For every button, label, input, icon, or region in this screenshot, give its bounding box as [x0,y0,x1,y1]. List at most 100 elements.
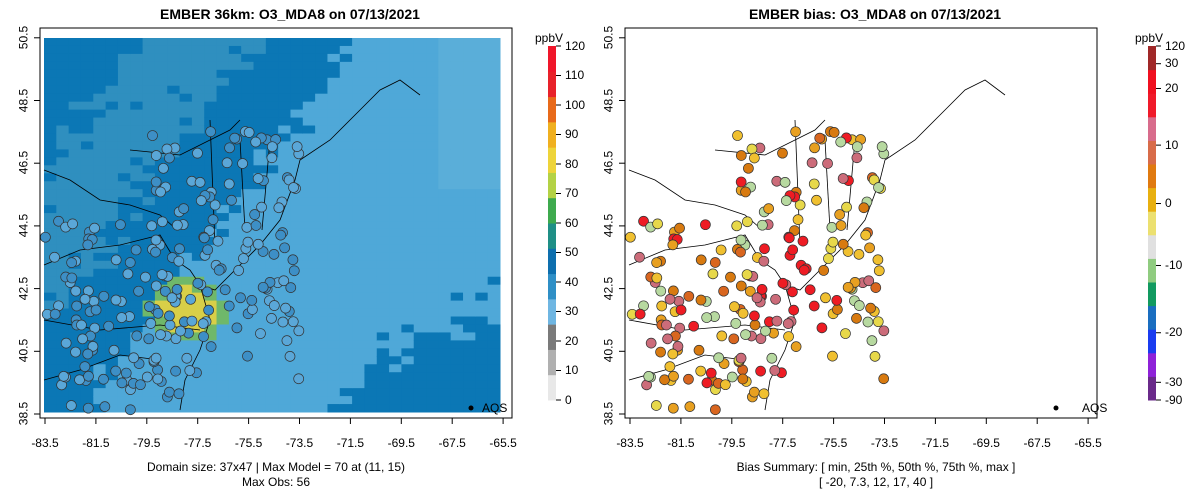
model-grid-cell [191,340,205,349]
station-marker [783,331,794,342]
model-grid-cell [278,221,291,230]
model-grid-cell [167,404,181,413]
model-grid-cell [204,372,218,381]
model-grid-cell [93,228,107,238]
station-marker [818,265,830,276]
model-grid-cell [290,221,304,230]
model-grid-cell [253,388,267,397]
model-grid-cell [105,53,119,63]
model-grid-cell [167,101,181,111]
y-tick-label: 44.5 [16,213,31,238]
model-grid-cell [450,356,464,365]
model-grid-cell [278,292,291,302]
model-grid-cell [216,45,230,55]
colorbar-segment [548,374,556,401]
model-grid-cell [56,85,70,95]
model-grid-cell [117,53,131,63]
model-grid-cell [364,117,378,127]
station-marker [842,281,854,293]
colorbar-segment [1148,282,1156,307]
model-grid-cell [265,332,279,341]
x-tick-label: -75.5 [819,436,848,450]
model-grid-cell [401,53,415,63]
model-grid-cell [413,77,427,87]
model-grid-cell [265,197,279,206]
model-grid-cell [376,236,390,246]
model-grid-cell [93,276,107,286]
model-grid-cell [130,69,144,79]
model-grid-cell [68,141,82,150]
model-grid-cell [278,268,291,278]
station-marker [735,352,747,364]
model-grid-cell [352,404,365,413]
model-grid-cell [228,173,242,182]
station-marker [128,352,140,364]
model-grid-cell [117,252,131,262]
model-grid-cell [105,157,119,166]
station-marker [827,236,839,248]
model-grid-cell [253,380,267,389]
model-grid-cell [105,332,119,341]
model-grid-cell [450,165,464,174]
model-grid-cell [487,308,501,318]
model-grid-cell [450,45,464,55]
model-grid-cell [117,213,131,222]
model-grid-cell [487,332,501,341]
model-grid-cell [191,300,205,310]
model-grid-cell [389,141,402,150]
model-grid-cell [167,149,181,158]
model-grid-cell [216,372,230,381]
model-grid-cell [463,372,476,381]
model-grid-cell [117,181,131,190]
model-grid-cell [389,149,402,158]
model-grid-cell [191,133,205,142]
model-grid-cell [130,77,144,87]
model-grid-cell [80,93,94,103]
model-grid-cell [68,396,82,405]
model-grid-cell [401,69,415,79]
model-grid-cell [364,340,378,349]
station-marker [205,341,217,352]
model-grid-cell [290,276,304,286]
model-grid-cell [216,173,230,182]
model-grid-cell [44,300,57,310]
model-grid-cell [154,348,168,357]
station-marker [797,235,809,247]
model-panel: EMBER 36km: O3_MDA8 on 07/13/2021 ppbV 0… [16,6,586,489]
model-grid-cell [475,332,489,341]
model-grid-cell [475,364,489,373]
model-grid-cell [315,252,328,262]
station-marker [268,300,280,311]
model-grid-cell [130,189,144,198]
colorbar-label: 10 [565,363,579,377]
model-grid-cell [216,61,230,71]
model-grid-cell [142,284,156,294]
station-marker [709,257,721,268]
model-grid-cell [56,197,70,206]
model-grid-cell [463,213,476,222]
model-grid-cell [352,364,365,373]
model-grid-cell [450,149,464,158]
colorbar-segment [1148,93,1156,118]
model-grid-cell [278,260,291,270]
model-grid-cell [339,388,353,397]
model-grid-cell [93,316,107,325]
model-grid-cell [339,244,353,254]
model-grid-cell [450,141,464,150]
model-grid-cell [142,61,156,71]
station-marker [90,304,102,316]
model-grid-cell [93,197,107,206]
model-grid-cell [290,85,304,95]
model-grid-cell [389,356,402,365]
model-grid-cell [463,364,476,373]
station-marker [164,319,176,331]
model-grid-cell [117,396,131,405]
model-grid-cell [327,396,341,405]
model-grid-cell [352,308,365,318]
model-grid-cell [105,276,119,286]
model-grid-cell [352,181,365,190]
station-marker [790,126,801,138]
model-grid-cell [44,45,57,55]
station-marker [82,239,94,251]
model-grid-cell [56,125,70,134]
